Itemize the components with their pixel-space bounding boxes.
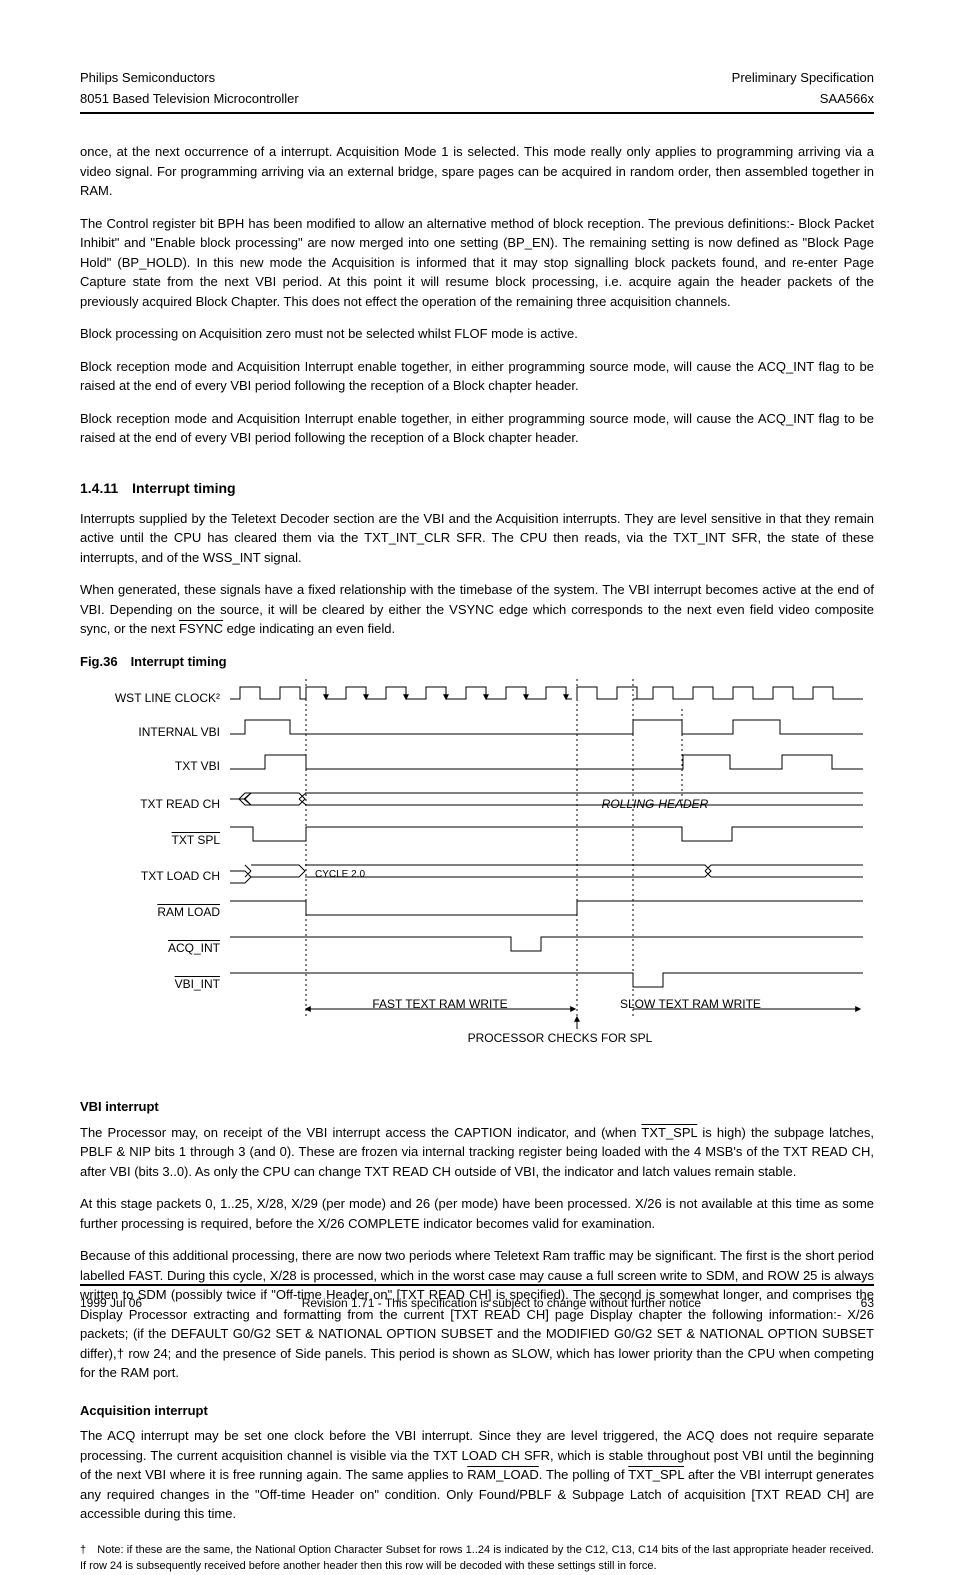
fsync-signal: FSYNC xyxy=(179,621,223,636)
section-1-4-11: 1.4.11 Interrupt timing xyxy=(80,478,874,499)
product-left: 8051 Based Television Microcontroller xyxy=(80,91,299,106)
subhead-acq: Acquisition interrupt xyxy=(80,1401,874,1421)
para3: Block processing on Acquisition zero mus… xyxy=(80,324,874,344)
product-right: SAA566x xyxy=(820,91,874,106)
footer-date: 1999 Jul 06 xyxy=(80,1296,142,1310)
ram-load-inline: RAM_LOAD xyxy=(467,1467,539,1482)
body-column: once, at the next occurrence of a interr… xyxy=(80,142,874,1575)
footer-page: 63 xyxy=(861,1296,874,1310)
txt-spl-inline: TXT_SPL xyxy=(641,1125,697,1140)
post-p2: At this stage packets 0, 1..25, X/28, X/… xyxy=(80,1194,874,1233)
subhead-vbi: VBI interrupt xyxy=(80,1097,874,1117)
txt-spl-inline-2: TXT_SPL xyxy=(628,1467,684,1482)
header-rule xyxy=(80,112,874,114)
vendor: Philips Semiconductors xyxy=(80,70,215,85)
para4: Block reception mode and Acquisition Int… xyxy=(80,357,874,396)
post-p3: Because of this additional processing, t… xyxy=(80,1246,874,1383)
post-p1: The Processor may, on receipt of the VBI… xyxy=(80,1123,874,1182)
post-p1-a: The Processor may, on receipt of the VBI… xyxy=(80,1125,641,1140)
acq-p1: The ACQ interrupt may be set one clock b… xyxy=(80,1426,874,1524)
para1: once, at the next occurrence of a interr… xyxy=(80,142,874,201)
sec1-p2: When generated, these signals have a fix… xyxy=(80,580,874,639)
timing-diagram: WST LINE CLOCK² INTERNAL VBI TXT VBI TXT… xyxy=(80,679,874,1079)
sec1-p1: Interrupts supplied by the Teletext Deco… xyxy=(80,509,874,568)
figure-caption: Fig.36 Interrupt timing xyxy=(80,652,874,672)
timing-svg xyxy=(80,679,880,1079)
acq-p1-b: . The polling of xyxy=(539,1467,628,1482)
para5: Block reception mode and Acquisition Int… xyxy=(80,409,874,448)
doctype: Preliminary Specification xyxy=(732,70,874,85)
footer-revnote: Revision 1.71 - This specification is su… xyxy=(302,1296,701,1310)
sec1-p2-b: edge indicating an even field. xyxy=(223,621,395,636)
footer-rule xyxy=(80,1284,874,1286)
footnote: † Note: if these are the same, the Natio… xyxy=(80,1542,874,1575)
para2: The Control register bit BPH has been mo… xyxy=(80,214,874,312)
